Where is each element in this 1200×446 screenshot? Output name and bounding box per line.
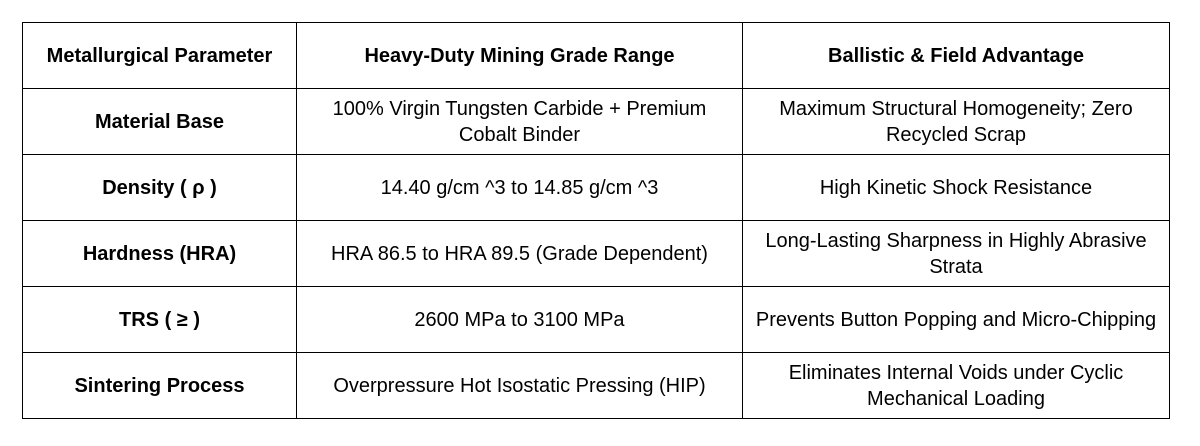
parameter-cell: Sintering Process: [22, 352, 297, 419]
parameter-cell: Hardness (HRA): [22, 220, 297, 287]
table-row: TRS ( ≥ ) 2600 MPa to 3100 MPa Prevents …: [22, 286, 1170, 353]
advantage-cell: Maximum Structural Homogeneity; Zero Rec…: [742, 88, 1170, 155]
range-cell: 100% Virgin Tungsten Carbide + Premium C…: [296, 88, 743, 155]
advantage-cell: Long-Lasting Sharpness in Highly Abrasiv…: [742, 220, 1170, 287]
parameter-cell: Material Base: [22, 88, 297, 155]
table-header-row: Metallurgical Parameter Heavy-Duty Minin…: [22, 22, 1170, 89]
table-row: Material Base 100% Virgin Tungsten Carbi…: [22, 88, 1170, 155]
advantage-cell: Eliminates Internal Voids under Cyclic M…: [742, 352, 1170, 419]
advantage-cell: High Kinetic Shock Resistance: [742, 154, 1170, 221]
range-cell: HRA 86.5 to HRA 89.5 (Grade Dependent): [296, 220, 743, 287]
table-row: Hardness (HRA) HRA 86.5 to HRA 89.5 (Gra…: [22, 220, 1170, 287]
parameter-cell: TRS ( ≥ ): [22, 286, 297, 353]
parameter-cell: Density ( ρ ): [22, 154, 297, 221]
range-cell: 14.40 g/cm ^3 to 14.85 g/cm ^3: [296, 154, 743, 221]
specification-table: Metallurgical Parameter Heavy-Duty Minin…: [22, 22, 1170, 419]
column-header-advantage: Ballistic & Field Advantage: [742, 22, 1170, 89]
advantage-cell: Prevents Button Popping and Micro-Chippi…: [742, 286, 1170, 353]
column-header-grade-range: Heavy-Duty Mining Grade Range: [296, 22, 743, 89]
column-header-parameter: Metallurgical Parameter: [22, 22, 297, 89]
range-cell: Overpressure Hot Isostatic Pressing (HIP…: [296, 352, 743, 419]
table-row: Sintering Process Overpressure Hot Isost…: [22, 352, 1170, 419]
table-row: Density ( ρ ) 14.40 g/cm ^3 to 14.85 g/c…: [22, 154, 1170, 221]
range-cell: 2600 MPa to 3100 MPa: [296, 286, 743, 353]
